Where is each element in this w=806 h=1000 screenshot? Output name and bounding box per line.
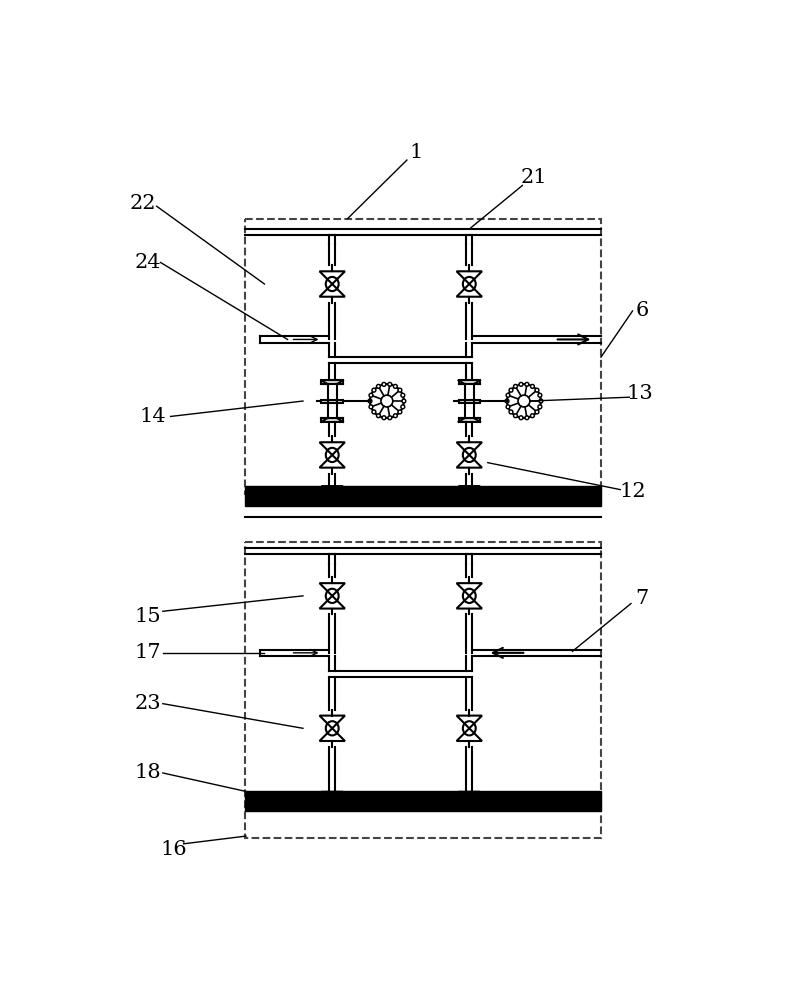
Circle shape (376, 384, 380, 388)
Circle shape (382, 416, 386, 420)
Circle shape (525, 382, 529, 386)
Text: 7: 7 (635, 589, 648, 608)
Circle shape (535, 388, 539, 392)
Text: 16: 16 (160, 840, 187, 859)
Text: 24: 24 (134, 253, 160, 272)
Circle shape (525, 416, 529, 420)
Polygon shape (322, 791, 343, 804)
Circle shape (513, 384, 517, 388)
Circle shape (369, 393, 373, 397)
Circle shape (506, 393, 510, 397)
Circle shape (538, 393, 542, 397)
Text: 1: 1 (409, 143, 423, 162)
Text: 12: 12 (619, 482, 646, 501)
Circle shape (519, 416, 523, 420)
Circle shape (369, 405, 373, 409)
Circle shape (530, 384, 534, 388)
Bar (459, 418, 480, 422)
Circle shape (513, 414, 517, 418)
Circle shape (505, 399, 509, 403)
Text: 17: 17 (134, 643, 160, 662)
Text: 15: 15 (134, 607, 160, 626)
Circle shape (393, 414, 397, 418)
Text: 13: 13 (627, 384, 654, 403)
Bar (459, 380, 480, 384)
Circle shape (398, 410, 402, 414)
Circle shape (398, 388, 402, 392)
Circle shape (519, 382, 523, 386)
Bar (322, 380, 343, 384)
Bar (322, 400, 343, 403)
Text: 6: 6 (635, 301, 648, 320)
Circle shape (509, 388, 513, 392)
Bar (245, 791, 601, 811)
Circle shape (530, 414, 534, 418)
Polygon shape (459, 486, 480, 498)
Text: 22: 22 (130, 194, 156, 213)
Circle shape (382, 382, 386, 386)
Circle shape (539, 399, 542, 403)
Circle shape (388, 416, 392, 420)
Circle shape (372, 410, 376, 414)
Circle shape (376, 414, 380, 418)
Bar (245, 486, 601, 506)
Polygon shape (459, 791, 480, 804)
Text: 21: 21 (521, 168, 547, 187)
Circle shape (388, 382, 392, 386)
Text: 14: 14 (139, 407, 166, 426)
Bar (245, 542, 601, 838)
Circle shape (506, 405, 510, 409)
Bar (245, 219, 601, 494)
Circle shape (368, 399, 372, 403)
Circle shape (393, 384, 397, 388)
Text: 18: 18 (134, 763, 160, 782)
Circle shape (401, 393, 405, 397)
Circle shape (509, 410, 513, 414)
Circle shape (401, 405, 405, 409)
Bar (459, 400, 480, 403)
Circle shape (535, 410, 539, 414)
Circle shape (538, 405, 542, 409)
Text: 23: 23 (134, 694, 160, 713)
Polygon shape (322, 486, 343, 498)
Circle shape (372, 388, 376, 392)
Bar (322, 418, 343, 422)
Circle shape (402, 399, 405, 403)
